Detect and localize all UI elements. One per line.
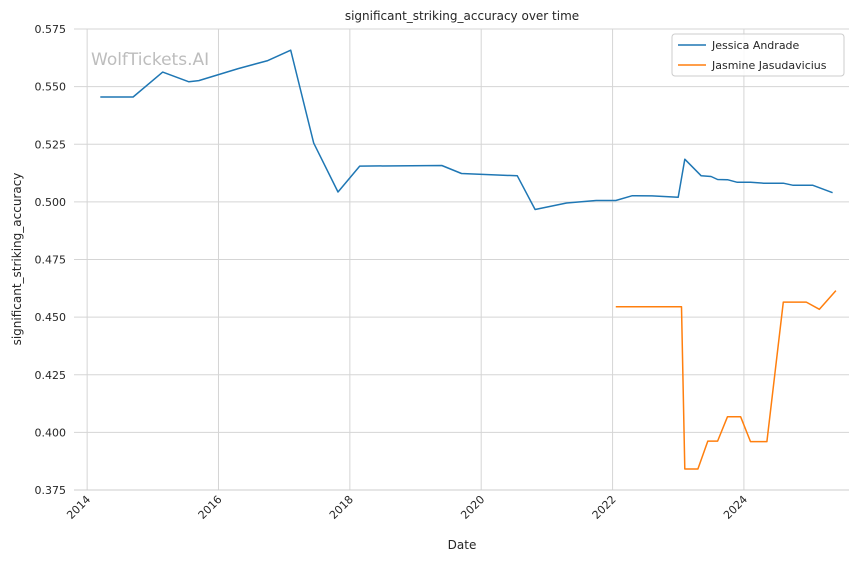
watermark-text: WolfTickets.AI: [91, 50, 209, 70]
y-tick-label: 0.425: [35, 369, 67, 382]
chart-title: significant_striking_accuracy over time: [345, 9, 579, 23]
y-axis-title: significant_striking_accuracy: [10, 173, 24, 346]
y-tick-label: 0.525: [35, 138, 67, 151]
series-layer: [100, 49, 837, 470]
x-axis-title: Date: [448, 538, 477, 552]
series-line-jasmine-jasudavicius: [615, 290, 837, 470]
series-line-jessica-andrade: [100, 49, 833, 211]
legend-label-jasmine-jasudavicius: Jasmine Jasudavicius: [711, 59, 827, 72]
y-tick-label: 0.550: [35, 81, 67, 94]
legend-box: [671, 33, 845, 77]
legend-label-jessica-andrade: Jessica Andrade: [711, 39, 800, 52]
y-tick-label: 0.400: [35, 426, 67, 439]
y-tick-labels: 0.375 0.400 0.425 0.450 0.475 0.500 0.525 0.550…: [35, 23, 67, 497]
y-tick-label: 0.500: [35, 196, 67, 209]
legend: Jessica Andrade Jasmine Jasudavicius: [671, 33, 845, 77]
y-tick-label: 0.450: [35, 311, 67, 324]
y-tick-label: 0.575: [35, 23, 67, 36]
y-tick-label: 0.475: [35, 254, 67, 267]
y-tick-label: 0.375: [35, 484, 67, 497]
